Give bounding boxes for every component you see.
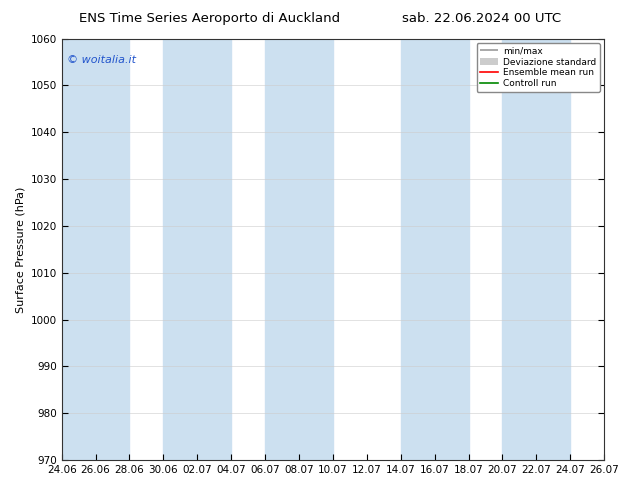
Legend: min/max, Deviazione standard, Ensemble mean run, Controll run: min/max, Deviazione standard, Ensemble m…: [477, 43, 600, 92]
Text: © woitalia.it: © woitalia.it: [67, 55, 136, 66]
Bar: [401, 39, 469, 460]
Text: sab. 22.06.2024 00 UTC: sab. 22.06.2024 00 UTC: [403, 12, 561, 25]
Bar: [61, 39, 129, 460]
Bar: [265, 39, 333, 460]
Text: ENS Time Series Aeroporto di Auckland: ENS Time Series Aeroporto di Auckland: [79, 12, 340, 25]
Y-axis label: Surface Pressure (hPa): Surface Pressure (hPa): [15, 186, 25, 313]
Bar: [502, 39, 570, 460]
Bar: [164, 39, 231, 460]
